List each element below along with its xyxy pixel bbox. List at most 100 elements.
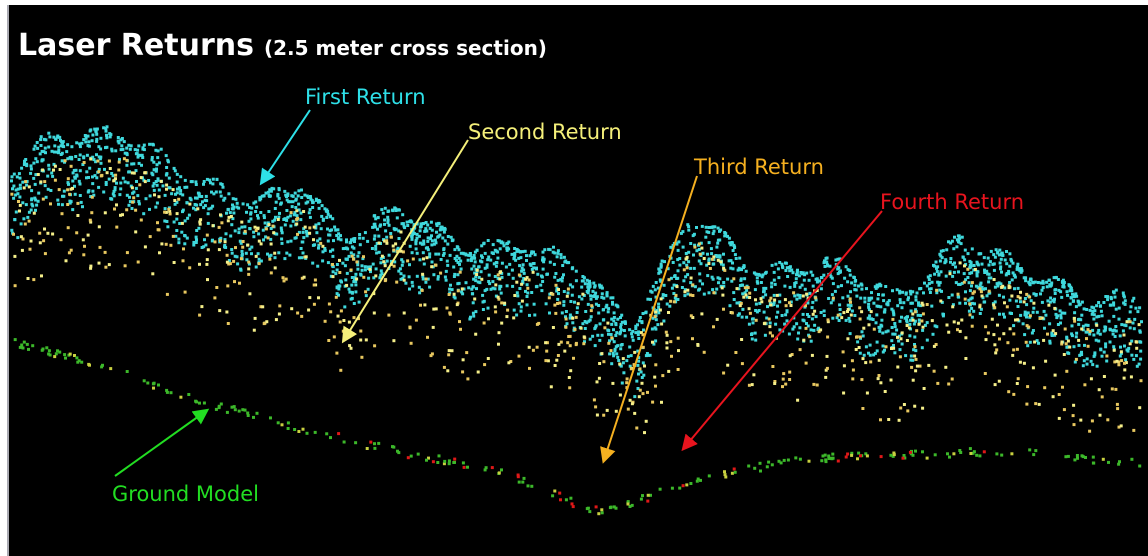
point bbox=[1004, 273, 1008, 277]
point bbox=[227, 259, 231, 262]
point bbox=[491, 243, 495, 247]
point bbox=[921, 325, 925, 329]
point bbox=[533, 313, 537, 317]
point bbox=[142, 379, 146, 383]
point bbox=[185, 201, 189, 205]
point bbox=[194, 208, 198, 212]
point bbox=[437, 222, 441, 226]
point bbox=[14, 193, 18, 197]
point bbox=[421, 251, 425, 255]
point bbox=[774, 262, 778, 266]
point bbox=[1060, 342, 1064, 346]
point bbox=[659, 262, 663, 266]
point bbox=[467, 253, 471, 257]
point bbox=[161, 184, 165, 188]
point bbox=[103, 167, 106, 171]
point bbox=[689, 314, 693, 318]
point bbox=[792, 291, 796, 295]
point bbox=[849, 290, 852, 294]
point bbox=[1112, 301, 1116, 305]
point bbox=[687, 225, 691, 229]
point bbox=[1022, 300, 1026, 304]
point bbox=[247, 262, 251, 266]
point bbox=[823, 453, 827, 457]
point bbox=[626, 407, 630, 411]
point bbox=[264, 235, 268, 239]
point bbox=[95, 132, 99, 136]
point bbox=[304, 230, 308, 233]
point bbox=[474, 332, 478, 336]
point bbox=[1028, 340, 1032, 344]
point bbox=[296, 194, 300, 198]
point bbox=[941, 312, 945, 316]
point bbox=[788, 370, 792, 374]
point bbox=[893, 332, 897, 336]
point bbox=[394, 207, 398, 211]
point bbox=[935, 291, 939, 295]
point bbox=[29, 208, 33, 212]
point bbox=[789, 300, 793, 304]
point bbox=[475, 248, 479, 252]
point bbox=[993, 383, 997, 387]
point bbox=[1088, 429, 1092, 433]
point bbox=[678, 257, 682, 260]
point bbox=[76, 201, 80, 205]
point bbox=[56, 349, 59, 353]
point bbox=[178, 222, 182, 225]
point bbox=[1117, 317, 1121, 321]
point bbox=[856, 340, 860, 344]
point bbox=[1115, 359, 1119, 363]
point bbox=[293, 211, 297, 215]
point bbox=[575, 311, 579, 314]
point bbox=[205, 177, 209, 181]
point bbox=[494, 283, 498, 287]
point bbox=[499, 284, 503, 288]
point bbox=[813, 309, 817, 313]
point bbox=[343, 247, 346, 250]
point bbox=[1112, 303, 1116, 307]
point bbox=[696, 477, 700, 481]
point bbox=[597, 304, 601, 307]
point bbox=[472, 254, 476, 257]
point bbox=[82, 155, 86, 159]
point bbox=[921, 328, 925, 332]
point bbox=[1028, 314, 1032, 318]
point bbox=[605, 291, 609, 295]
point bbox=[636, 333, 640, 337]
point bbox=[515, 313, 519, 317]
point bbox=[372, 214, 376, 218]
point bbox=[718, 255, 722, 259]
point bbox=[776, 310, 780, 314]
point bbox=[997, 281, 1001, 285]
point bbox=[723, 470, 726, 474]
point bbox=[470, 267, 474, 271]
point bbox=[36, 199, 40, 203]
point bbox=[11, 187, 14, 191]
point bbox=[347, 254, 351, 258]
point bbox=[591, 334, 595, 338]
point bbox=[194, 183, 198, 186]
point bbox=[219, 213, 222, 217]
point bbox=[571, 321, 575, 325]
point bbox=[40, 348, 44, 352]
point bbox=[534, 285, 538, 289]
point bbox=[859, 282, 863, 286]
point bbox=[64, 259, 68, 263]
point bbox=[628, 505, 632, 508]
point bbox=[78, 142, 82, 146]
point bbox=[240, 225, 244, 229]
point bbox=[616, 344, 620, 348]
point bbox=[458, 270, 462, 274]
point bbox=[1066, 293, 1069, 297]
point bbox=[349, 268, 353, 272]
point bbox=[722, 252, 725, 256]
point bbox=[932, 344, 936, 348]
point bbox=[230, 248, 234, 251]
point bbox=[293, 191, 297, 195]
point bbox=[769, 303, 773, 307]
point bbox=[542, 260, 546, 264]
point bbox=[302, 236, 306, 240]
point bbox=[86, 134, 90, 138]
point bbox=[1027, 280, 1031, 284]
point bbox=[173, 169, 177, 173]
